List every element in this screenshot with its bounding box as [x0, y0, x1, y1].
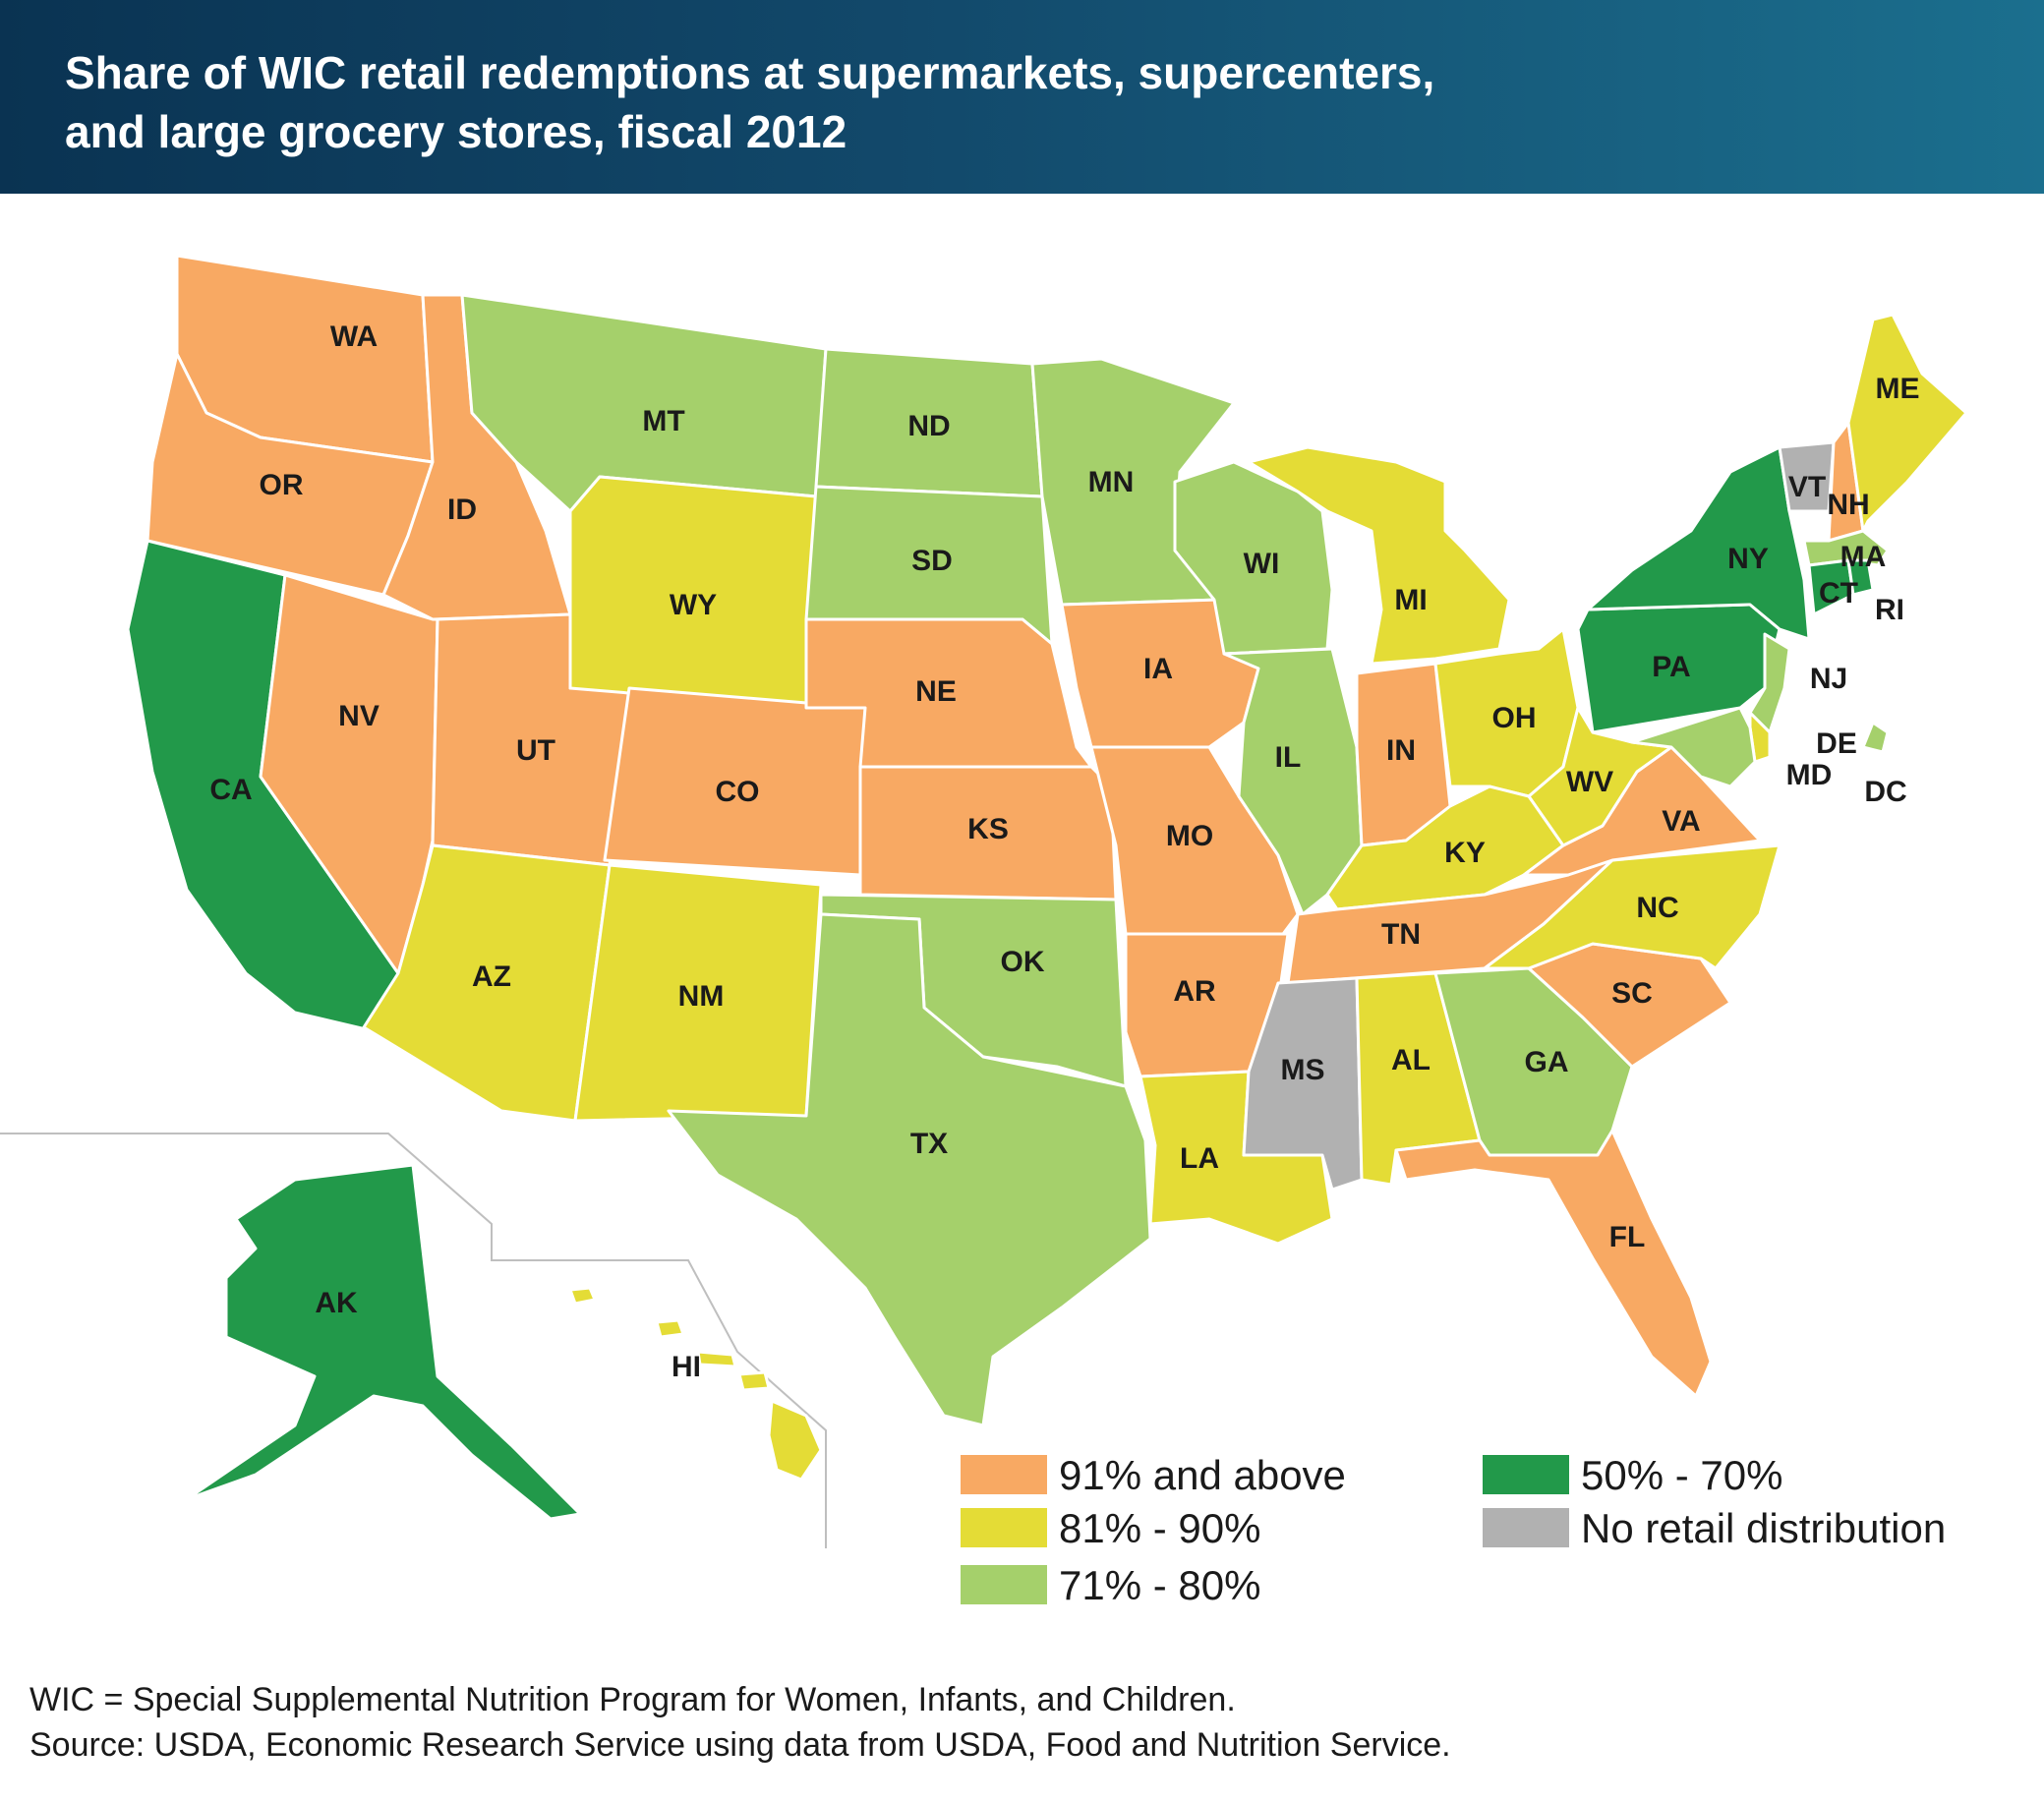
footnote-source: Source: USDA, Economic Research Service … [29, 1726, 1451, 1764]
label-UT: UT [516, 734, 555, 767]
us-map: WA OR CA ID NV UT AZ MT WY CO NM ND SD N… [0, 254, 1968, 1548]
legend-label: 91% and above [1059, 1452, 1346, 1498]
header-banner: Share of WIC retail redemptions at super… [0, 0, 2044, 194]
label-GA: GA [1525, 1046, 1569, 1078]
label-NJ: NJ [1810, 663, 1847, 695]
state-ME [1846, 313, 1968, 533]
label-CO: CO [716, 776, 760, 808]
label-NE: NE [915, 675, 957, 708]
legend-swatch [1483, 1455, 1569, 1494]
legend-swatch [961, 1565, 1047, 1604]
label-TX: TX [910, 1128, 948, 1160]
label-VA: VA [1662, 805, 1700, 838]
legend-label: 50% - 70% [1581, 1452, 1783, 1498]
label-CT: CT [1819, 577, 1858, 610]
label-LA: LA [1180, 1142, 1219, 1175]
label-NC: NC [1636, 892, 1678, 924]
label-WA: WA [330, 320, 378, 353]
state-labels: WA OR CA ID NV UT AZ MT WY CO NM ND SD N… [209, 320, 1919, 1383]
label-MI: MI [1394, 584, 1427, 616]
label-MN: MN [1088, 466, 1135, 498]
label-MT: MT [642, 405, 684, 437]
label-RI: RI [1875, 594, 1904, 626]
label-MA: MA [1840, 541, 1887, 573]
label-ME: ME [1876, 373, 1920, 405]
legend-label: 81% - 90% [1059, 1505, 1261, 1551]
label-AR: AR [1173, 975, 1216, 1008]
label-IN: IN [1386, 734, 1416, 767]
inset-frame-line [0, 1133, 827, 1548]
state-MD [1630, 706, 1757, 788]
label-KS: KS [967, 813, 1009, 845]
label-MS: MS [1281, 1054, 1325, 1086]
label-OK: OK [1001, 946, 1045, 978]
label-MO: MO [1166, 820, 1213, 852]
label-NH: NH [1827, 489, 1869, 521]
label-FL: FL [1609, 1221, 1646, 1253]
label-VT: VT [1788, 471, 1826, 503]
title-line-1: Share of WIC retail redemptions at super… [65, 47, 1435, 98]
label-WV: WV [1566, 766, 1613, 798]
label-ID: ID [447, 494, 477, 526]
label-WI: WI [1244, 548, 1280, 580]
state-WI [1173, 460, 1334, 656]
label-NM: NM [678, 980, 725, 1013]
label-CA: CA [209, 774, 252, 806]
label-ND: ND [907, 410, 950, 442]
state-DC [1861, 721, 1890, 754]
state-RI [1846, 558, 1875, 597]
state-KS [858, 765, 1118, 901]
label-NY: NY [1727, 543, 1769, 575]
label-AZ: AZ [472, 960, 511, 993]
legend-swatch [1483, 1508, 1569, 1547]
footnote-definition: WIC = Special Supplemental Nutrition Pro… [29, 1681, 1236, 1718]
label-MD: MD [1786, 759, 1833, 791]
state-MI [1247, 445, 1511, 666]
label-SD: SD [911, 545, 953, 577]
label-NV: NV [338, 700, 380, 732]
label-SC: SC [1611, 977, 1653, 1010]
label-TN: TN [1381, 918, 1421, 951]
legend-label: 71% - 80% [1059, 1562, 1261, 1608]
label-KY: KY [1444, 837, 1486, 869]
state-HI [568, 1286, 823, 1482]
label-DC: DC [1864, 776, 1906, 808]
label-IL: IL [1275, 741, 1302, 774]
chart-title: Share of WIC retail redemptions at super… [65, 43, 1933, 161]
label-HI: HI [672, 1351, 701, 1383]
state-TX [667, 912, 1152, 1427]
label-AL: AL [1391, 1044, 1431, 1076]
label-IA: IA [1143, 653, 1173, 685]
title-line-2: and large grocery stores, fiscal 2012 [65, 106, 847, 157]
legend-swatch [961, 1455, 1047, 1494]
state-AK [185, 1163, 582, 1521]
label-PA: PA [1652, 651, 1690, 683]
label-OR: OR [260, 469, 304, 501]
label-OH: OH [1492, 702, 1537, 734]
state-FL [1394, 1129, 1713, 1398]
label-DE: DE [1816, 727, 1857, 760]
footnote: WIC = Special Supplemental Nutrition Pro… [29, 1677, 1996, 1768]
label-WY: WY [670, 589, 717, 621]
label-AK: AK [315, 1287, 358, 1319]
legend-label: No retail distribution [1581, 1505, 1947, 1551]
state-NC [1483, 843, 1781, 970]
legend-swatch [961, 1508, 1047, 1547]
